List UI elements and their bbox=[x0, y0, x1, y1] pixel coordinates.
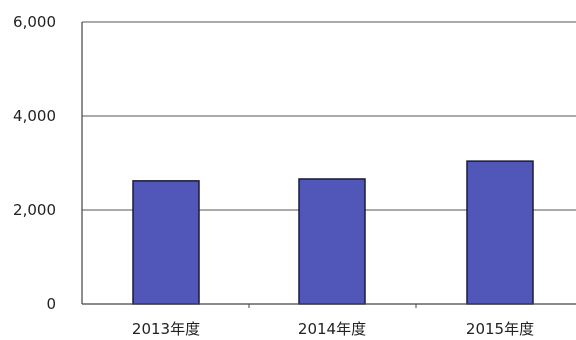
bar-2015年度 bbox=[466, 160, 534, 305]
y-tick-labels: 0 2,000 4,000 6,000 bbox=[13, 13, 56, 313]
y-tick-label: 0 bbox=[46, 295, 56, 313]
x-tick-label: 2014年度 bbox=[298, 320, 366, 338]
bar-2013年度 bbox=[132, 180, 200, 305]
x-tick-label: 2015年度 bbox=[466, 320, 534, 338]
x-tick-labels: 2013年度 2014年度 2015年度 bbox=[132, 320, 534, 338]
y-tick-label: 4,000 bbox=[13, 107, 56, 125]
bars bbox=[132, 160, 534, 305]
y-tick-label: 6,000 bbox=[13, 13, 56, 31]
bar-2014年度 bbox=[298, 178, 366, 305]
axes bbox=[81, 22, 576, 308]
y-tick-label: 2,000 bbox=[13, 201, 56, 219]
x-tick-label: 2013年度 bbox=[132, 320, 200, 338]
